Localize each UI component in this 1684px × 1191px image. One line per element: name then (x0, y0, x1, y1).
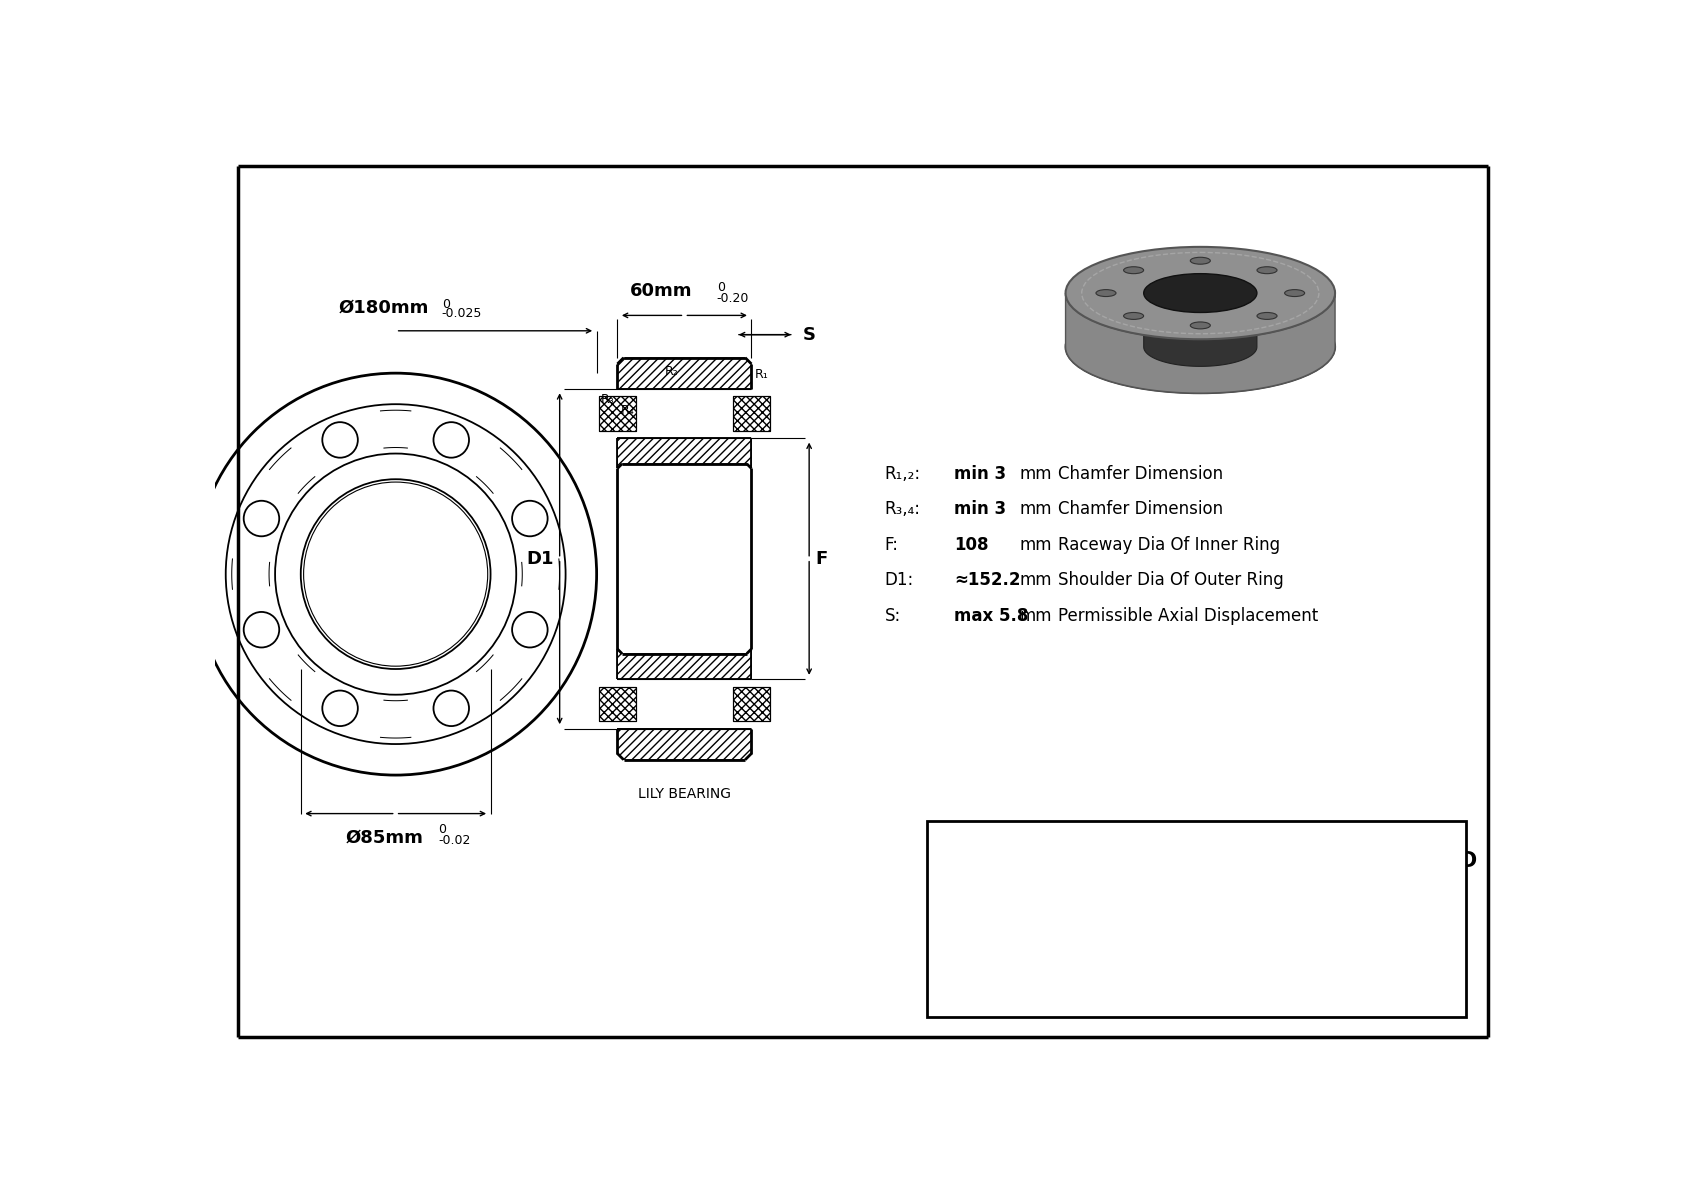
Text: Email: lilybearing@lily-bearing.com: Email: lilybearing@lily-bearing.com (1133, 888, 1428, 906)
Ellipse shape (1143, 328, 1256, 367)
Text: R₂: R₂ (665, 366, 679, 379)
Text: R₃,₄:: R₃,₄: (884, 500, 921, 518)
Text: 0: 0 (438, 823, 446, 836)
Ellipse shape (1123, 267, 1143, 274)
Text: F: F (815, 550, 827, 568)
Ellipse shape (1066, 301, 1335, 393)
Text: ≈152.2: ≈152.2 (953, 572, 1021, 590)
Text: Part
Number: Part Number (930, 955, 1002, 994)
Text: 0: 0 (441, 298, 450, 311)
Ellipse shape (1191, 257, 1211, 264)
Text: SHANGHAI LILY BEARING LIMITED: SHANGHAI LILY BEARING LIMITED (1086, 850, 1477, 871)
Ellipse shape (1096, 289, 1116, 297)
Text: mm: mm (1019, 572, 1052, 590)
Text: R₄: R₄ (620, 404, 635, 417)
Text: min 3: min 3 (953, 500, 1005, 518)
Ellipse shape (1256, 267, 1276, 274)
Text: Permissible Axial Displacement: Permissible Axial Displacement (1058, 606, 1319, 625)
Text: -0.20: -0.20 (717, 292, 749, 305)
Text: D1: D1 (525, 550, 554, 568)
Text: -0.025: -0.025 (441, 307, 482, 320)
Bar (600, 687, 637, 722)
Ellipse shape (1143, 274, 1256, 312)
Text: R₁,₂:: R₁,₂: (884, 464, 921, 484)
Text: -0.02: -0.02 (438, 834, 470, 847)
Bar (600, 397, 637, 431)
Text: LILY BEARING: LILY BEARING (638, 786, 731, 800)
Text: Ø85mm: Ø85mm (345, 829, 423, 847)
Text: R₃: R₃ (601, 393, 615, 406)
Text: Shoulder Dia Of Outer Ring: Shoulder Dia Of Outer Ring (1058, 572, 1283, 590)
Text: mm: mm (1019, 606, 1052, 625)
Text: mm: mm (1019, 464, 1052, 484)
Text: 0: 0 (717, 281, 724, 294)
Ellipse shape (1256, 312, 1276, 319)
Text: Chamfer Dimension: Chamfer Dimension (1058, 500, 1223, 518)
Text: min 3: min 3 (953, 464, 1005, 484)
Text: LILY: LILY (935, 843, 1088, 910)
Text: R₁: R₁ (754, 368, 768, 381)
Text: 60mm: 60mm (630, 282, 692, 300)
Bar (733, 687, 770, 722)
Ellipse shape (1123, 312, 1143, 319)
Polygon shape (1066, 293, 1335, 393)
Polygon shape (1143, 293, 1256, 367)
Text: F:: F: (884, 536, 899, 554)
Ellipse shape (1191, 322, 1211, 329)
Text: Chamfer Dimension: Chamfer Dimension (1058, 464, 1223, 484)
Text: Ø180mm: Ø180mm (338, 299, 429, 317)
Text: mm: mm (1019, 536, 1052, 554)
Bar (733, 397, 770, 431)
Text: mm: mm (1019, 500, 1052, 518)
Text: NU 2317 ECML Cylindrical Roller Bearings: NU 2317 ECML Cylindrical Roller Bearings (1032, 965, 1438, 984)
Text: max 5.8: max 5.8 (953, 606, 1029, 625)
Text: Raceway Dia Of Inner Ring: Raceway Dia Of Inner Ring (1058, 536, 1280, 554)
Text: 108: 108 (953, 536, 989, 554)
Text: S:: S: (884, 606, 901, 625)
Text: D1:: D1: (884, 572, 914, 590)
Text: S: S (803, 325, 817, 344)
Ellipse shape (1066, 247, 1335, 339)
Text: ®: ® (1069, 842, 1088, 860)
Ellipse shape (1285, 289, 1305, 297)
Bar (926, 821, 1467, 1017)
